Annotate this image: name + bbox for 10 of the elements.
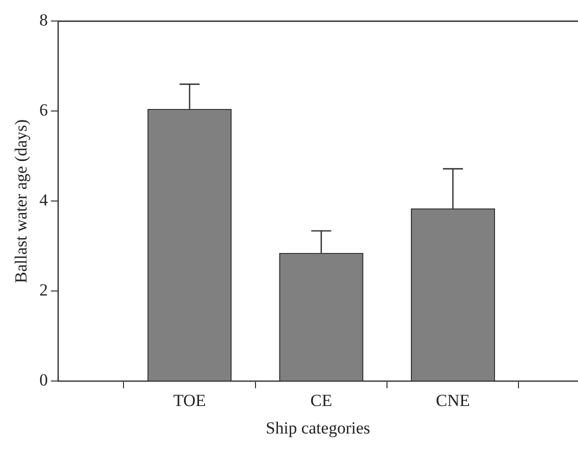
y-tick-label: 8 <box>39 10 48 30</box>
x-tick-label: CE <box>310 390 332 410</box>
x-axis-title: Ship categories <box>266 418 370 438</box>
y-tick-label: 4 <box>39 190 48 210</box>
y-tick-label: 0 <box>39 370 48 390</box>
y-axis-title: Ballast water age (days) <box>12 119 31 284</box>
x-tick-label: TOE <box>173 390 206 410</box>
y-tick-label: 2 <box>39 280 48 300</box>
x-tick-label: CNE <box>436 390 470 410</box>
y-tick-label: 6 <box>39 100 48 120</box>
